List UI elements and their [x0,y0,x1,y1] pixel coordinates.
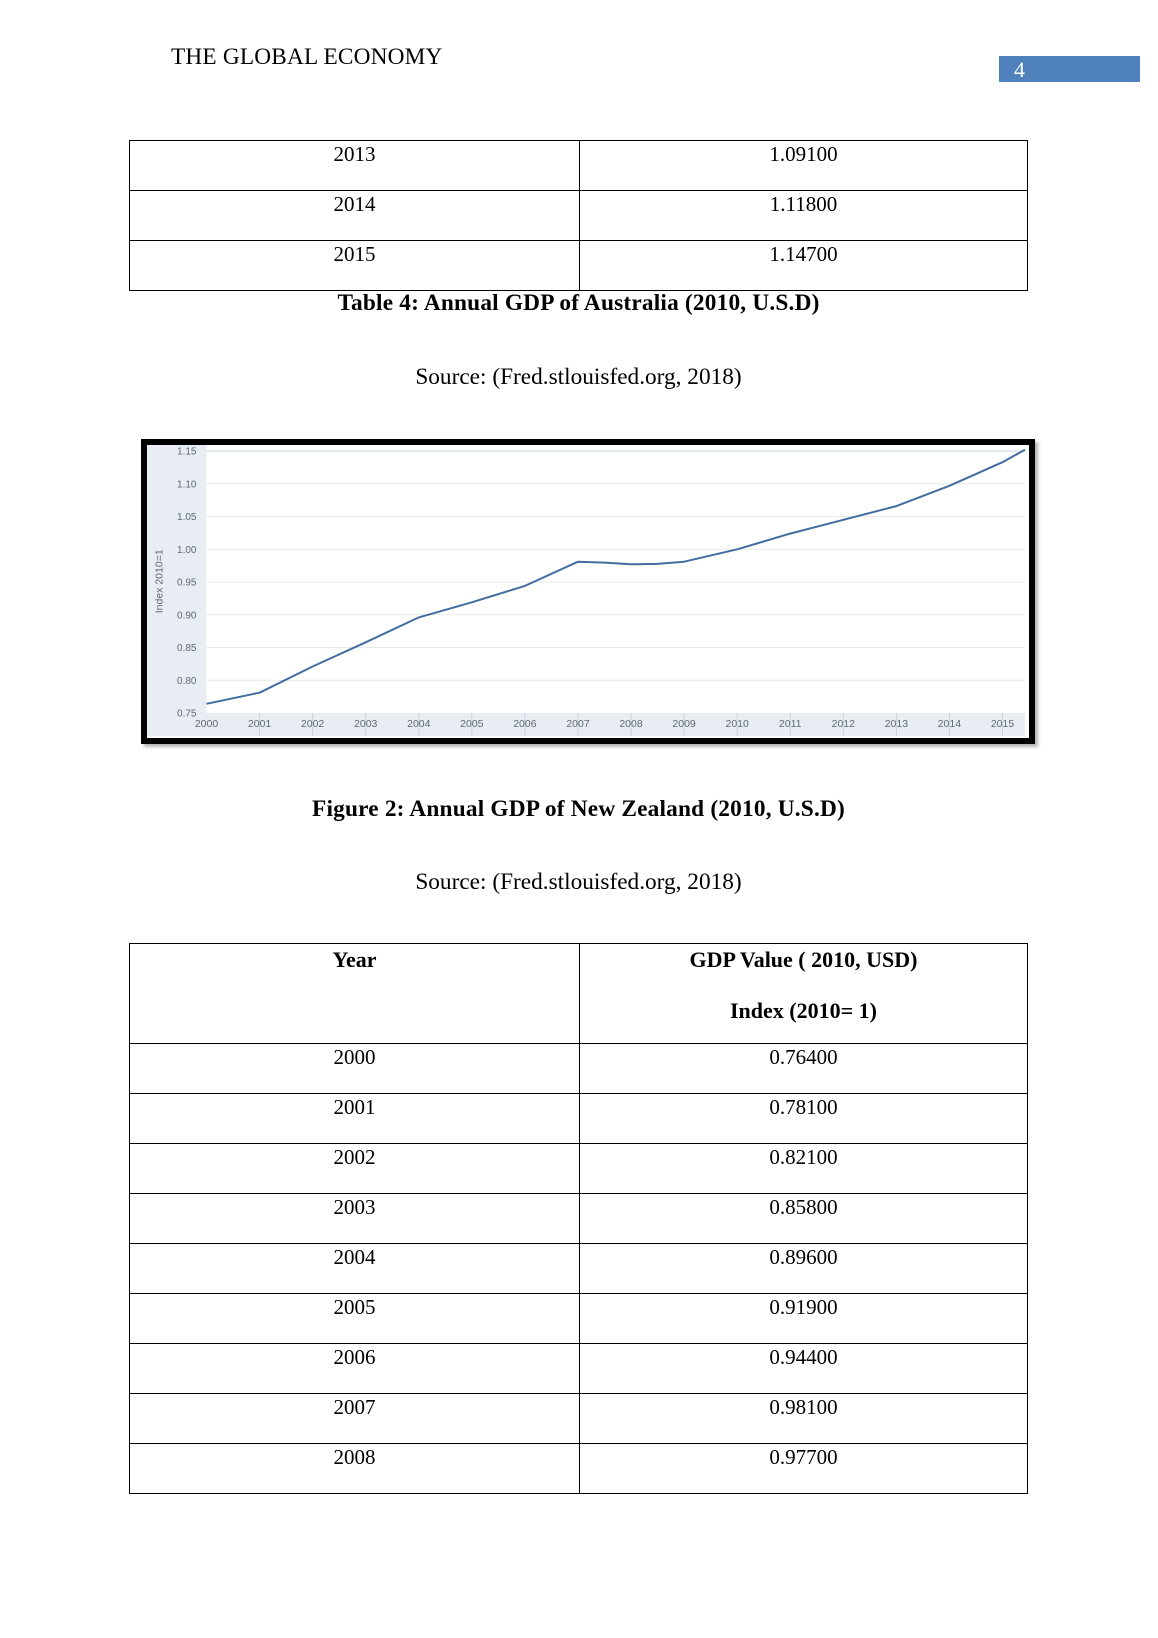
svg-text:1.00: 1.00 [177,545,197,556]
svg-text:0.80: 0.80 [177,676,197,687]
svg-text:0.90: 0.90 [177,610,197,621]
svg-text:1.15: 1.15 [177,447,197,458]
svg-text:2004: 2004 [407,718,431,730]
svg-text:Index 2010=1: Index 2010=1 [154,549,166,613]
svg-text:2014: 2014 [938,718,962,730]
svg-text:2003: 2003 [354,718,378,730]
svg-text:0.75: 0.75 [177,709,197,720]
svg-text:0.95: 0.95 [177,578,197,589]
svg-text:2001: 2001 [248,718,272,730]
svg-text:2013: 2013 [885,718,909,730]
svg-text:2009: 2009 [672,718,696,730]
svg-text:2007: 2007 [566,718,590,730]
svg-text:2005: 2005 [460,718,484,730]
svg-text:2010: 2010 [726,718,750,730]
svg-text:2000: 2000 [195,718,219,730]
svg-text:2015: 2015 [991,718,1015,730]
svg-text:2002: 2002 [301,718,325,730]
svg-text:1.10: 1.10 [177,479,197,490]
svg-text:1.05: 1.05 [177,512,197,523]
svg-text:2006: 2006 [513,718,537,730]
svg-text:0.85: 0.85 [177,643,197,654]
svg-text:2008: 2008 [619,718,643,730]
svg-text:2011: 2011 [779,718,802,730]
svg-text:2012: 2012 [832,718,856,730]
